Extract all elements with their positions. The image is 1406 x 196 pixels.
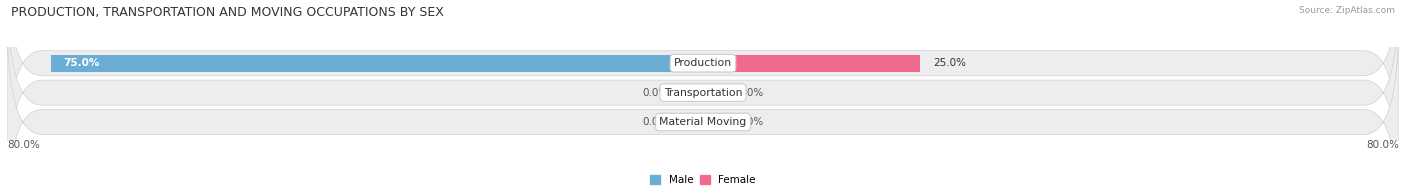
Text: Material Moving: Material Moving xyxy=(659,117,747,127)
FancyBboxPatch shape xyxy=(7,0,1399,196)
Text: 0.0%: 0.0% xyxy=(738,117,763,127)
Legend: Male, Female: Male, Female xyxy=(650,175,756,185)
Text: 80.0%: 80.0% xyxy=(1367,140,1399,150)
Bar xyxy=(703,55,921,72)
Text: 75.0%: 75.0% xyxy=(63,58,100,68)
Text: Transportation: Transportation xyxy=(664,88,742,98)
Bar xyxy=(676,113,703,131)
Bar xyxy=(676,84,703,101)
FancyBboxPatch shape xyxy=(7,17,1399,196)
Text: 0.0%: 0.0% xyxy=(643,117,668,127)
Text: Source: ZipAtlas.com: Source: ZipAtlas.com xyxy=(1299,6,1395,15)
Text: 0.0%: 0.0% xyxy=(738,88,763,98)
Text: Production: Production xyxy=(673,58,733,68)
FancyBboxPatch shape xyxy=(7,0,1399,168)
Text: 80.0%: 80.0% xyxy=(7,140,39,150)
Text: 0.0%: 0.0% xyxy=(643,88,668,98)
Bar xyxy=(703,84,730,101)
Bar xyxy=(703,113,730,131)
Bar xyxy=(51,55,703,72)
Text: PRODUCTION, TRANSPORTATION AND MOVING OCCUPATIONS BY SEX: PRODUCTION, TRANSPORTATION AND MOVING OC… xyxy=(11,6,444,19)
Text: 25.0%: 25.0% xyxy=(934,58,966,68)
